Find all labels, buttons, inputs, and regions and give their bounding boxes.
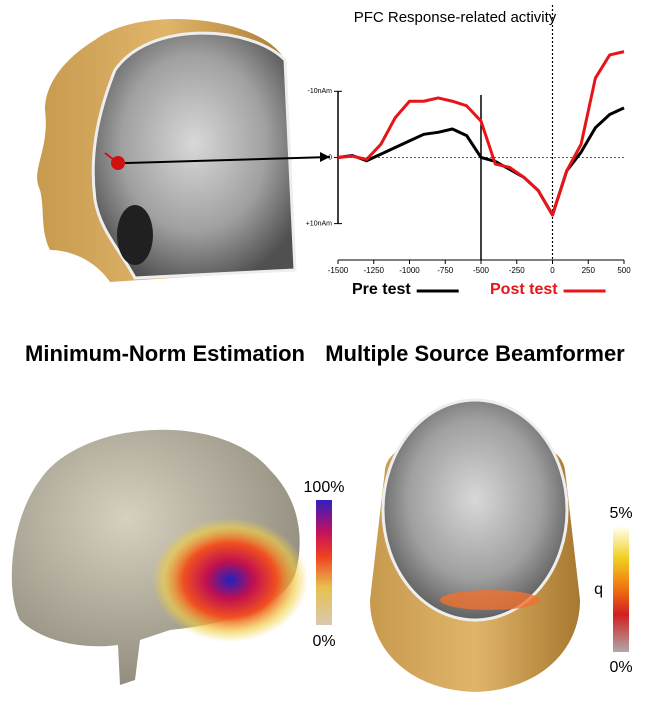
colorbar-label: 100% bbox=[304, 479, 345, 496]
x-tick-label: -1000 bbox=[399, 266, 420, 275]
series-line bbox=[337, 50, 625, 217]
colorbar-label: q bbox=[594, 581, 603, 598]
plot: -1500 -1250 -1000 -750 -500 -250 0 250 500 -10nAm… bbox=[306, 5, 631, 298]
x-tick-label: 500 bbox=[617, 266, 631, 275]
legend-label: Post test bbox=[490, 281, 558, 298]
chart-title: PFC Response-related activity bbox=[354, 9, 557, 26]
x-tick-label: -1500 bbox=[328, 266, 349, 275]
y-tick-label: -10nAm bbox=[307, 88, 332, 95]
brain-surface bbox=[11, 429, 332, 685]
colorbar-label: 0% bbox=[312, 633, 335, 650]
head-axial bbox=[370, 398, 629, 692]
panel-title: Multiple Source Beamformer bbox=[325, 341, 625, 366]
colorbar-label: 5% bbox=[609, 505, 632, 522]
x-tick-label: -750 bbox=[437, 266, 454, 275]
legend-label: Pre test bbox=[352, 281, 411, 298]
x-tick-label: -250 bbox=[509, 266, 526, 275]
panel-title: Minimum-Norm Estimation bbox=[25, 341, 305, 366]
x-tick-label: 0 bbox=[550, 266, 555, 275]
y-tick-label: +10nAm bbox=[306, 220, 332, 227]
x-tick-label: 250 bbox=[582, 266, 596, 275]
head-sagittal bbox=[37, 18, 331, 283]
x-tick-label: -500 bbox=[473, 266, 490, 275]
x-tick-label: -1250 bbox=[364, 266, 385, 275]
colorbar-label: 0% bbox=[609, 659, 632, 676]
y-tick-label: 0 bbox=[328, 154, 332, 161]
series-line bbox=[337, 106, 625, 217]
